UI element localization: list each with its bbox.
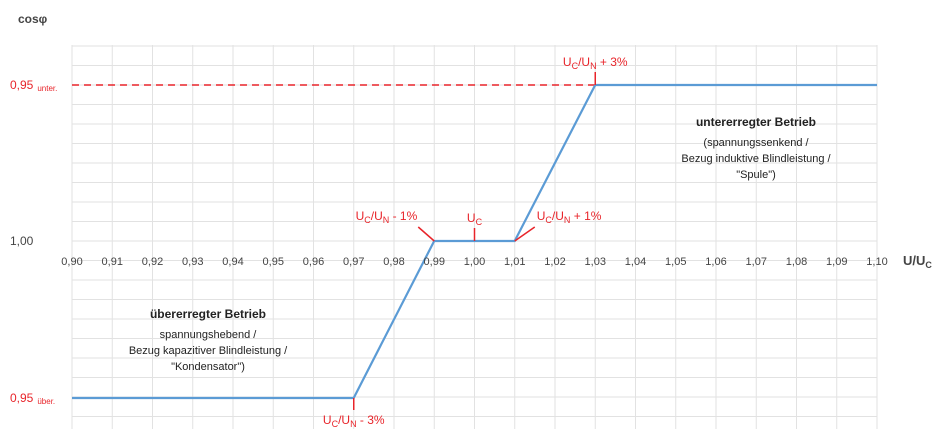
- x-tick-labels: 0,90 0,91 0,92 0,93 0,94 0,95 0,96 0,97 0,98 0,99…: [61, 256, 887, 268]
- y-tick-label-unter: 0,95 unter.: [10, 78, 57, 93]
- x-axis-label: U/UC: [903, 253, 932, 270]
- marker-label-text: + 1%: [570, 209, 601, 223]
- marker-label-subscript: C: [572, 61, 579, 71]
- annotation-untererregt: untererregter Betrieb (spannungssenkend …: [681, 115, 831, 181]
- y-tick-value: 0,95: [10, 78, 34, 92]
- annotation-uebererregt-line-2: Bezug kapazitiver Blindleistung /: [129, 345, 288, 357]
- annotation-untererregt-line-3: "Spule"): [736, 169, 776, 181]
- marker-tick-m099: [417, 226, 435, 242]
- y-tick-value: 1,00: [10, 234, 34, 248]
- marker-label-subscript: C: [364, 215, 371, 225]
- marker-label-subscript: N: [564, 215, 571, 225]
- x-tick-label: 1,08: [786, 256, 807, 268]
- annotation-untererregt-heading: untererregter Betrieb: [696, 115, 816, 129]
- x-axis-label-main: U/U: [903, 253, 925, 268]
- marker-label-subscript: C: [476, 217, 483, 227]
- marker-label-subscript: C: [332, 419, 339, 429]
- marker-label-text: U: [467, 211, 476, 225]
- x-tick-label: 1,01: [504, 256, 525, 268]
- annotation-untererregt-line-2: Bezug induktive Blindleistung /: [681, 153, 831, 165]
- marker-label-text: - 3%: [357, 413, 385, 427]
- marker-label-text: + 3%: [597, 55, 628, 69]
- x-tick-label: 0,93: [182, 256, 203, 268]
- marker-label-text: - 1%: [389, 209, 417, 223]
- annotation-uebererregt: übererregter Betrieb spannungshebend / B…: [129, 307, 288, 373]
- x-tick-label: 1,02: [544, 256, 565, 268]
- annotation-uebererregt-line-3: "Kondensator"): [171, 361, 245, 373]
- x-tick-label: 0,97: [343, 256, 364, 268]
- x-tick-label: 0,92: [142, 256, 163, 268]
- y-tick-value: 0,95: [10, 391, 34, 405]
- x-tick-label: 1,05: [665, 256, 686, 268]
- x-tick-label: 0,99: [424, 256, 445, 268]
- marker-label-m101: UC/UN + 1%: [537, 209, 602, 225]
- annotation-uebererregt-heading: übererregter Betrieb: [150, 307, 266, 321]
- x-tick-label: 0,96: [303, 256, 324, 268]
- y-axis-label: cosφ: [18, 12, 48, 26]
- x-tick-label: 0,91: [102, 256, 123, 268]
- y-tick-label-ueber: 0,95 über.: [10, 391, 55, 406]
- x-tick-label: 1,03: [585, 256, 606, 268]
- marker-label-text: U: [537, 209, 546, 223]
- marker-label-text: /U: [371, 209, 383, 223]
- y-tick-label-one: 1,00: [10, 234, 34, 248]
- grid: [71, 45, 878, 429]
- annotation-untererregt-line-1: (spannungssenkend /: [703, 137, 809, 149]
- annotation-uebererregt-line-1: spannungshebend /: [160, 329, 258, 341]
- marker-label-subscript: N: [383, 215, 390, 225]
- x-tick-label: 1,06: [705, 256, 726, 268]
- x-tick-label: 1,00: [464, 256, 485, 268]
- x-tick-label: 0,98: [383, 256, 404, 268]
- y-tick-qualifier: über.: [37, 397, 55, 406]
- y-tick-qualifier: unter.: [37, 84, 57, 93]
- y-tick-labels: 0,95 unter.1,000,95 über.: [10, 78, 57, 406]
- markers: UC/UN - 3%UC/UN - 1% UC UC/UN + 1%UC/UN + …: [323, 55, 628, 429]
- x-tick-label: 0,95: [263, 256, 284, 268]
- marker-label-text: /U: [552, 209, 564, 223]
- marker-label-subscript: N: [590, 61, 597, 71]
- x-tick-label: 1,10: [866, 256, 887, 268]
- marker-tick-m101: [514, 226, 536, 242]
- marker-label-text: U: [323, 413, 332, 427]
- x-axis-label-sub: C: [925, 260, 932, 270]
- marker-label-text: U: [356, 209, 365, 223]
- marker-label-subscript: C: [545, 215, 552, 225]
- x-tick-label: 0,94: [222, 256, 243, 268]
- marker-label-text: /U: [338, 413, 350, 427]
- x-tick-label: 1,09: [826, 256, 847, 268]
- x-tick-label: 0,90: [61, 256, 82, 268]
- marker-label-text: /U: [578, 55, 590, 69]
- x-tick-label: 1,04: [625, 256, 646, 268]
- marker-label-m100: UC: [467, 211, 483, 227]
- x-tick-label: 1,07: [746, 256, 767, 268]
- marker-label-m099: UC/UN - 1%: [356, 209, 418, 225]
- marker-label-m103: UC/UN + 3%: [563, 55, 628, 71]
- marker-label-m097: UC/UN - 3%: [323, 413, 385, 429]
- marker-label-text: U: [563, 55, 572, 69]
- marker-label-subscript: N: [350, 419, 357, 429]
